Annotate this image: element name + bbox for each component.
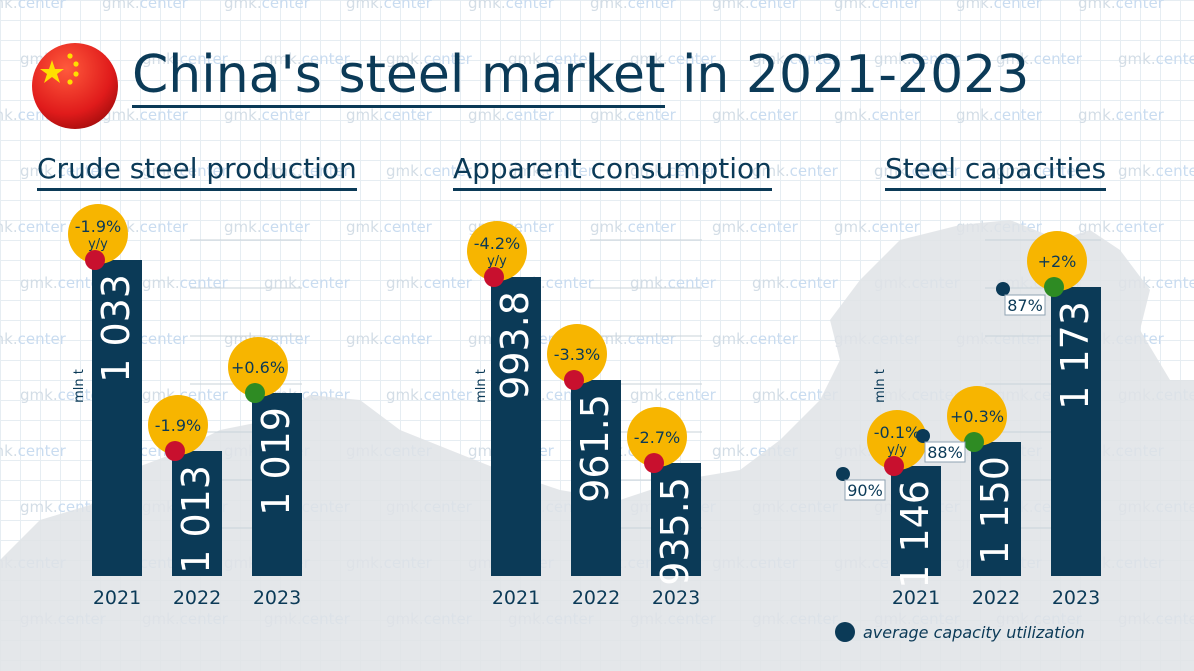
change-sublabel: y/y: [487, 254, 507, 269]
bar: [92, 260, 142, 576]
change-sublabel: y/y: [88, 237, 108, 252]
utilization-dot: [996, 282, 1010, 296]
change-marker-dot: [644, 453, 664, 473]
category-label: 2021: [892, 587, 940, 609]
category-label: 2023: [253, 587, 301, 609]
legend-utilization-label: average capacity utilization: [863, 622, 1085, 642]
category-label: 2021: [93, 587, 141, 609]
change-badge: [627, 407, 687, 467]
y-axis-label: mln t: [72, 369, 87, 403]
bar: [971, 442, 1021, 576]
category-label: 2022: [972, 587, 1020, 609]
bar-value-label: 1 146: [893, 480, 937, 589]
change-marker-dot: [245, 383, 265, 403]
change-label: -1.9%: [75, 217, 121, 236]
change-label: +0.3%: [950, 407, 1004, 426]
bar: [651, 463, 701, 576]
bar: [571, 380, 621, 576]
change-label: -2.7%: [634, 428, 680, 447]
bar-value-label: 993.8: [493, 291, 537, 400]
utilization-dot: [836, 467, 850, 481]
utilization-label: 87%: [1007, 296, 1043, 315]
bar-value-label: 961.5: [573, 394, 617, 503]
change-badge: [1027, 231, 1087, 291]
utilization-dot: [916, 429, 930, 443]
change-label: -1.9%: [155, 416, 201, 435]
change-badge: [148, 395, 208, 455]
bar: [1051, 287, 1101, 576]
change-sublabel: y/y: [887, 443, 907, 458]
change-label: -4.2%: [474, 234, 520, 253]
change-marker-dot: [85, 250, 105, 270]
utilization-box: [844, 479, 886, 501]
change-badge: [68, 204, 128, 264]
page-title-rest: in 2021-2023: [665, 45, 1030, 105]
chart-title-production: Crude steel production: [37, 150, 357, 191]
bar-value-label: 935.5: [653, 477, 697, 586]
bar-value-label: 1 173: [1053, 301, 1097, 410]
change-badge: [947, 386, 1007, 446]
bar-value-label: 1 150: [973, 456, 1017, 565]
category-label: 2022: [572, 587, 620, 609]
category-label: 2023: [652, 587, 700, 609]
bar: [491, 277, 541, 576]
y-axis-label: mln t: [474, 369, 489, 403]
chart-title-capacities: Steel capacities: [885, 150, 1107, 191]
utilization-label: 90%: [847, 481, 883, 500]
change-marker-dot: [564, 370, 584, 390]
change-badge: [228, 337, 288, 397]
change-marker-dot: [484, 267, 504, 287]
legend: average capacity utilization: [835, 622, 1085, 642]
category-label: 2023: [1052, 587, 1100, 609]
page-title-underlined: China's steel market: [132, 45, 666, 108]
china-flag-icon: [32, 43, 118, 129]
change-label: -3.3%: [554, 345, 600, 364]
change-marker-dot: [964, 432, 984, 452]
change-label: -0.1%: [874, 423, 920, 442]
change-label: +0.6%: [231, 358, 285, 377]
bar-value-label: 1 033: [94, 274, 138, 383]
change-marker-dot: [165, 441, 185, 461]
legend-utilization-dot: [835, 622, 855, 642]
category-label: 2021: [492, 587, 540, 609]
utilization-box: [924, 441, 966, 463]
bar-value-label: 1 013: [174, 465, 218, 574]
bar: [891, 466, 941, 576]
change-marker-dot: [884, 456, 904, 476]
bar: [172, 451, 222, 576]
utilization-label: 88%: [927, 443, 963, 462]
utilization-box: [1004, 294, 1046, 316]
change-label: +2%: [1038, 252, 1077, 271]
change-badge: [867, 410, 927, 470]
y-axis-label: mln t: [873, 369, 888, 403]
chart-1: mln t 993.8 2021 -4.2%y/y 961.5 2022 -3.3% 935.…: [467, 221, 702, 609]
category-label: 2022: [173, 587, 221, 609]
change-badge: [467, 221, 527, 281]
bar-value-label: 1 019: [254, 407, 298, 516]
page-title: China's steel market in 2021-2023: [132, 40, 1029, 110]
change-marker-dot: [1044, 277, 1064, 297]
change-badge: [547, 324, 607, 384]
bar: [252, 393, 302, 576]
chart-title-consumption: Apparent consumption: [453, 150, 772, 191]
